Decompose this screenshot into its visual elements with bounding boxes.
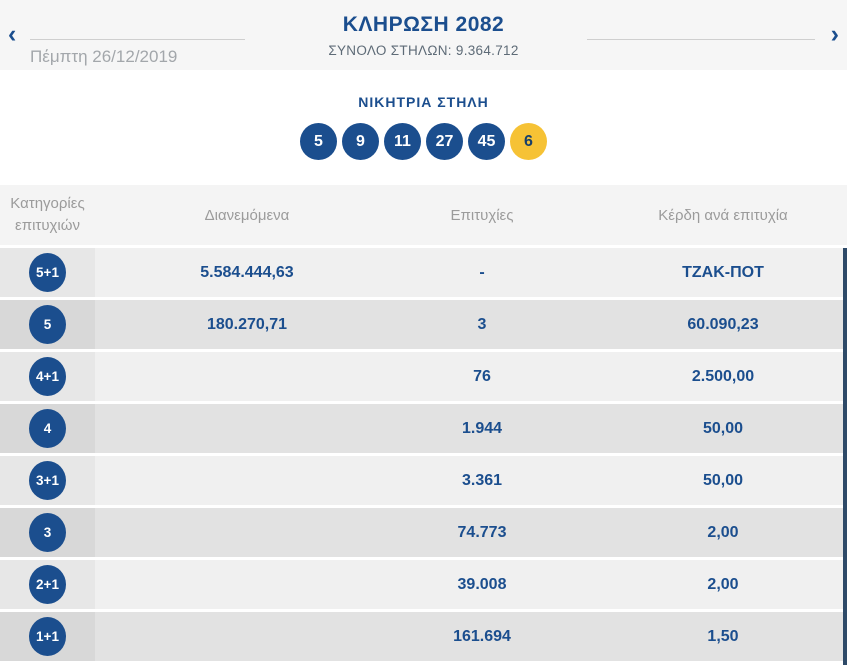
category-cell: 4 — [0, 404, 95, 453]
category-badge: 3+1 — [29, 461, 66, 500]
category-badge: 5+1 — [29, 253, 66, 292]
category-badge: 5 — [29, 305, 66, 344]
header-divider-left — [30, 39, 245, 40]
header-winners: Επιτυχίες — [450, 206, 514, 224]
header-categories-label: Κατηγορίες επιτυχιών — [10, 195, 85, 234]
results-table-header: Κατηγορίες επιτυχιών Διανεμόμενα Επιτυχί… — [0, 185, 847, 245]
chevron-left-icon[interactable]: ‹ — [8, 20, 17, 48]
category-cell: 2+1 — [0, 560, 95, 609]
prize-cell: 60.090,23 — [687, 315, 759, 333]
results-table-body: 5+1 5.584.444,63 - ΤΖΑΚ-ΠΟΤ 5 180.270,71 3 60.0… — [0, 248, 847, 664]
total-columns-label: ΣΥΝΟΛΟ ΣΤΗΛΩΝ: 9.364.712 — [328, 43, 519, 58]
category-cell: 5+1 — [0, 248, 95, 297]
category-badge: 4 — [29, 409, 66, 448]
header-prize-per-win: Κέρδη ανά επιτυχία — [658, 206, 788, 224]
category-cell: 5 — [0, 300, 95, 349]
prize-cell: 50,00 — [702, 419, 744, 437]
header-distributed: Διανεμόμενα — [204, 206, 290, 224]
winners-cell: 161.694 — [453, 627, 511, 645]
category-badge: 2+1 — [29, 565, 66, 604]
chevron-right-icon[interactable]: › — [830, 20, 839, 48]
winners-cell: 39.008 — [457, 575, 507, 593]
prize-cell: 50,00 — [702, 471, 744, 489]
prize-cell: 1,50 — [707, 627, 739, 645]
winners-cell: 76 — [473, 367, 491, 385]
draw-date: Πέμπτη 26/12/2019 — [30, 47, 178, 66]
table-row: 3 74.773 2,00 — [0, 508, 847, 557]
category-badge: 3 — [29, 513, 66, 552]
table-row: 1+1 161.694 1,50 — [0, 612, 847, 661]
table-row: 4+1 76 2.500,00 — [0, 352, 847, 401]
winning-numbers: 5 9 11 27 45 6 — [0, 123, 847, 160]
table-row: 5 180.270,71 3 60.090,23 — [0, 300, 847, 349]
prize-cell: 2.500,00 — [691, 367, 755, 385]
table-row: 4 1.944 50,00 — [0, 404, 847, 453]
distributed-cell: 180.270,71 — [206, 315, 288, 333]
winners-cell: 3 — [477, 315, 487, 333]
prize-cell: 2,00 — [707, 575, 739, 593]
joker-number-ball: 6 — [510, 123, 547, 160]
draw-title: ΚΛΗΡΩΣΗ 2082 — [342, 13, 505, 36]
prize-cell: ΤΖΑΚ-ΠΟΤ — [682, 263, 764, 281]
category-cell: 3+1 — [0, 456, 95, 505]
category-cell: 4+1 — [0, 352, 95, 401]
category-cell: 3 — [0, 508, 95, 557]
prize-cell: 2,00 — [707, 523, 739, 541]
winners-cell: 1.944 — [461, 419, 503, 437]
draw-header: ‹ Πέμπτη 26/12/2019 ΚΛΗΡΩΣΗ 2082 ΣΥΝΟΛΟ … — [0, 0, 847, 70]
category-badge: 1+1 — [29, 617, 66, 656]
header-categories: Κατηγορίες επιτυχιών — [0, 193, 95, 237]
winners-cell: 74.773 — [457, 523, 507, 541]
category-badge: 4+1 — [29, 357, 66, 396]
winning-number-ball: 27 — [426, 123, 463, 160]
winning-number-ball: 5 — [300, 123, 337, 160]
table-row: 5+1 5.584.444,63 - ΤΖΑΚ-ΠΟΤ — [0, 248, 847, 297]
header-divider-right — [587, 39, 815, 40]
table-row: 3+1 3.361 50,00 — [0, 456, 847, 505]
winners-cell: - — [479, 263, 485, 281]
scrollbar[interactable] — [843, 248, 847, 665]
category-cell: 1+1 — [0, 612, 95, 661]
winning-number-ball: 9 — [342, 123, 379, 160]
distributed-cell: 5.584.444,63 — [200, 263, 294, 281]
table-row: 2+1 39.008 2,00 — [0, 560, 847, 609]
winning-number-ball: 45 — [468, 123, 505, 160]
winning-column-heading: ΝΙΚΗΤΡΙΑ ΣΤΗΛΗ — [358, 94, 489, 110]
winning-number-ball: 11 — [384, 123, 421, 160]
winners-cell: 3.361 — [461, 471, 503, 489]
